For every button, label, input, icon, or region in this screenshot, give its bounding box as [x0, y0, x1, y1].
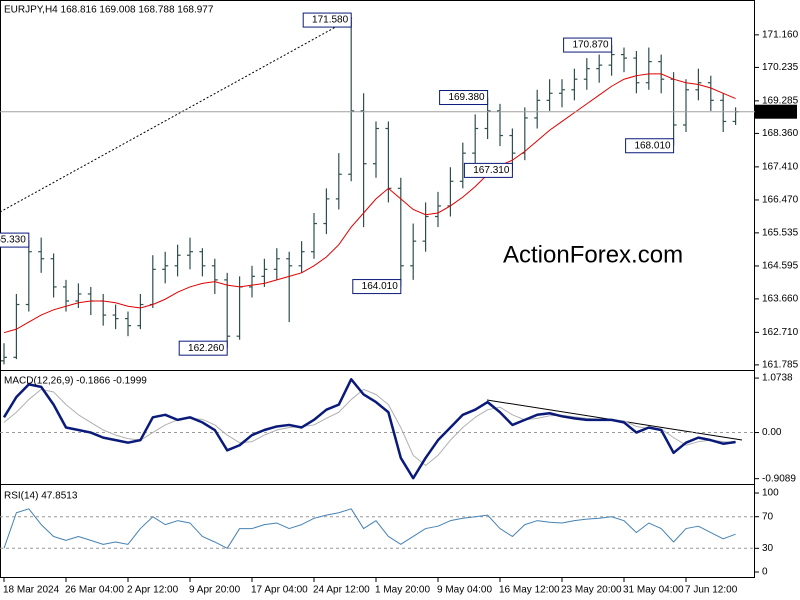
y-tick-label: 163.660 — [762, 294, 799, 305]
trend-line — [0, 17, 353, 213]
y-tick-label: 165.535 — [762, 228, 799, 239]
y-tick-label: 168.360 — [762, 128, 799, 139]
y-tick-label: 169.285 — [762, 96, 799, 107]
annotation-label: 168.010 — [634, 140, 671, 151]
y-tick-label: 30 — [762, 543, 774, 554]
y-tick-label: 0 — [762, 567, 768, 578]
x-tick-label: 18 Mar 2024 — [3, 585, 60, 596]
series-line — [2, 378, 736, 480]
x-tick-label: 24 Apr 12:00 — [313, 585, 370, 596]
annotation-label: 162.260 — [188, 343, 225, 354]
annotation-box — [563, 37, 613, 53]
y-tick-label: 0.00 — [762, 427, 782, 438]
x-tick-label: 16 May 12:00 — [499, 585, 560, 596]
x-tick-label: 9 Apr 20:00 — [189, 585, 241, 596]
last-price-label: 168.977 — [758, 106, 795, 117]
y-tick-label: 100 — [762, 488, 779, 499]
panel-title: RSI(14) 47.8513 — [4, 491, 78, 502]
x-tick-label: 26 Mar 04:00 — [65, 585, 124, 596]
moving-average — [3, 73, 736, 334]
y-tick-label: 161.785 — [762, 360, 799, 371]
annotation-box — [439, 90, 489, 106]
annotation-label: 169.380 — [448, 92, 485, 103]
annotation-box — [0, 232, 30, 248]
x-tick-label: 1 May 20:00 — [375, 585, 430, 596]
panel-title: MACD(12,26,9) -0.1866 -0.1999 — [4, 376, 147, 387]
y-tick-label: 170.235 — [762, 62, 799, 73]
x-tick-label: 17 Apr 04:00 — [251, 585, 308, 596]
annotation-box — [302, 12, 352, 28]
y-tick-label: 1.0738 — [762, 373, 793, 384]
y-tick-label: 166.470 — [762, 195, 799, 206]
annotation-label: 170.870 — [572, 40, 609, 51]
annotation-box — [352, 279, 402, 295]
x-tick-label: 31 May 04:00 — [623, 585, 684, 596]
x-tick-label: 2 Apr 12:00 — [127, 585, 179, 596]
y-tick-label: 171.160 — [762, 29, 799, 40]
y-tick-label: 167.410 — [762, 162, 799, 173]
annotation-label: 165.330 — [0, 235, 26, 246]
panel-title: EURJPY,H4 168.816 169.008 168.788 168.97… — [4, 5, 214, 16]
y-tick-label: 164.595 — [762, 261, 799, 272]
annotation-label: 164.010 — [362, 281, 399, 292]
last-price-box — [755, 104, 797, 119]
annotation-label: 171.580 — [312, 15, 349, 26]
y-tick-label: -0.9089 — [762, 473, 796, 484]
annotation-box — [463, 162, 513, 178]
annotation-label: 167.310 — [473, 165, 510, 176]
series-line — [3, 508, 736, 549]
annotation-box — [178, 340, 228, 356]
watermark: ActionForex.com — [503, 241, 683, 268]
annotation-box — [625, 138, 675, 154]
x-tick-label: 9 May 04:00 — [437, 585, 492, 596]
x-tick-label: 23 May 20:00 — [561, 585, 622, 596]
y-tick-label: 162.710 — [762, 327, 799, 338]
x-tick-label: 7 Jun 12:00 — [685, 585, 738, 596]
y-tick-label: 70 — [762, 511, 774, 522]
